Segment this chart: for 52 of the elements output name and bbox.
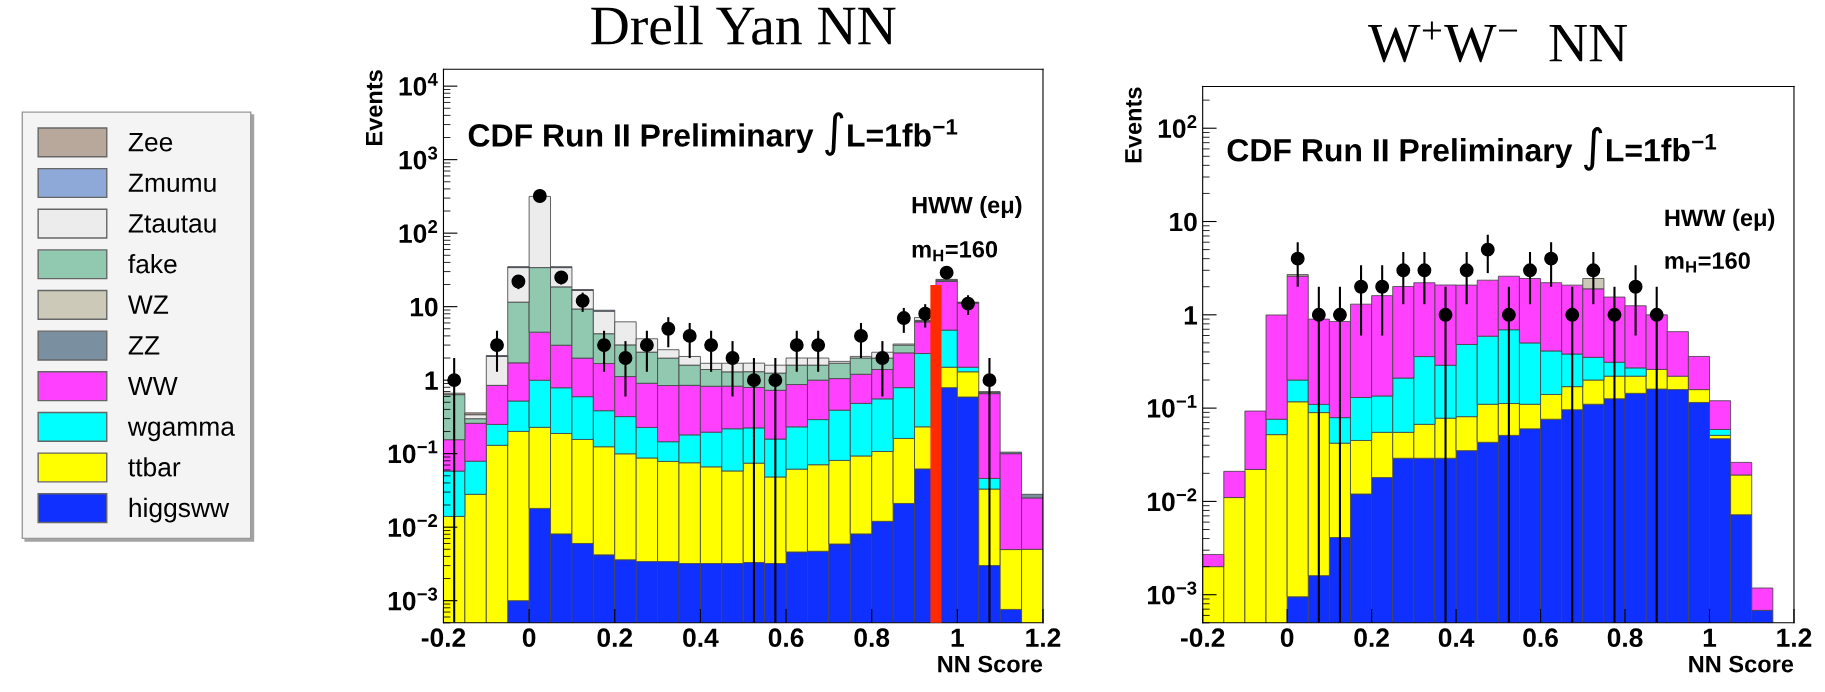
y-tick-label: 10$^{−1}$: [1148, 394, 1197, 418]
x-tick-label: 0: [522, 628, 536, 648]
x-tick-label: 1: [1703, 628, 1717, 647]
annotation: m$_{H}$=160: [1665, 252, 1750, 273]
x-tick-label: 0.6: [1523, 628, 1558, 648]
x-tick-label: 0.2: [1354, 628, 1389, 648]
y-tick-label: 10$^{−2}$: [1148, 488, 1197, 512]
y-tick-label: 10$^{4}$: [399, 73, 438, 96]
x-axis-title: NN Score: [938, 655, 1043, 673]
x-tick-label: 1.2: [1026, 628, 1061, 647]
legend-label: Zee: [128, 133, 173, 152]
x-tick-label: 0.4: [683, 628, 719, 648]
chart-title: W$^{+}$W$^{−}$ NN: [1368, 21, 1627, 63]
y-tick-label: 10$^{−3}$: [388, 587, 438, 611]
y-tick-label: 10$^{3}$: [399, 146, 438, 170]
x-tick-label: 0.2: [597, 628, 633, 648]
y-tick-label: 1: [1184, 306, 1198, 325]
legend-label: higgsww: [129, 497, 230, 523]
y-axis-title: Events: [366, 70, 383, 146]
y-tick-label: 10$^{−2}$: [388, 514, 438, 537]
legend-label: Ztautau: [128, 214, 216, 233]
x-tick-label: 0.6: [768, 628, 804, 648]
x-tick-label: -0.2: [421, 628, 466, 648]
legend-label: ttbar: [128, 457, 181, 477]
legend-label: wgamma: [127, 421, 235, 442]
y-tick-label: 10$^{2}$: [1158, 115, 1197, 138]
legend-label: fake: [128, 254, 177, 274]
y-tick-label: 1: [425, 371, 438, 390]
x-tick-label: 0.8: [1607, 628, 1643, 648]
annotation: HWW (eμ): [912, 196, 1022, 219]
annotation: CDF Run II Preliminary ∫L=1fb$^{−1}$: [468, 112, 958, 156]
x-tick-label: 0: [1280, 628, 1294, 648]
legend-label: WW: [127, 376, 178, 396]
x-tick-label: 0.8: [854, 628, 890, 648]
annotation: HWW (eμ): [1665, 208, 1775, 231]
y-tick-label: 10$^{−1}$: [388, 440, 438, 464]
x-tick-label: 1.2: [1777, 628, 1812, 647]
y-tick-label: 10$^{−3}$: [1148, 581, 1197, 605]
annotation: m$_{H}$=160: [912, 240, 998, 262]
x-axis-title: NN Score: [1689, 655, 1794, 673]
y-axis-title: Events: [1125, 87, 1142, 163]
legend-label: WZ: [127, 295, 169, 314]
y-tick-label: 10: [410, 297, 438, 317]
y-tick-label: 10$^{2}$: [399, 220, 438, 243]
x-tick-label: 1: [951, 628, 964, 647]
x-tick-label: 0.4: [1438, 628, 1475, 648]
x-tick-label: -0.2: [1180, 628, 1225, 648]
legend-label: ZZ: [128, 336, 160, 355]
annotation: CDF Run II Preliminary ∫L=1fb$^{−1}$: [1227, 127, 1717, 171]
y-tick-label: 10: [1170, 212, 1197, 232]
legend-label: Zmumu: [128, 173, 216, 193]
chart-title: Drell Yan NN: [591, 5, 896, 45]
